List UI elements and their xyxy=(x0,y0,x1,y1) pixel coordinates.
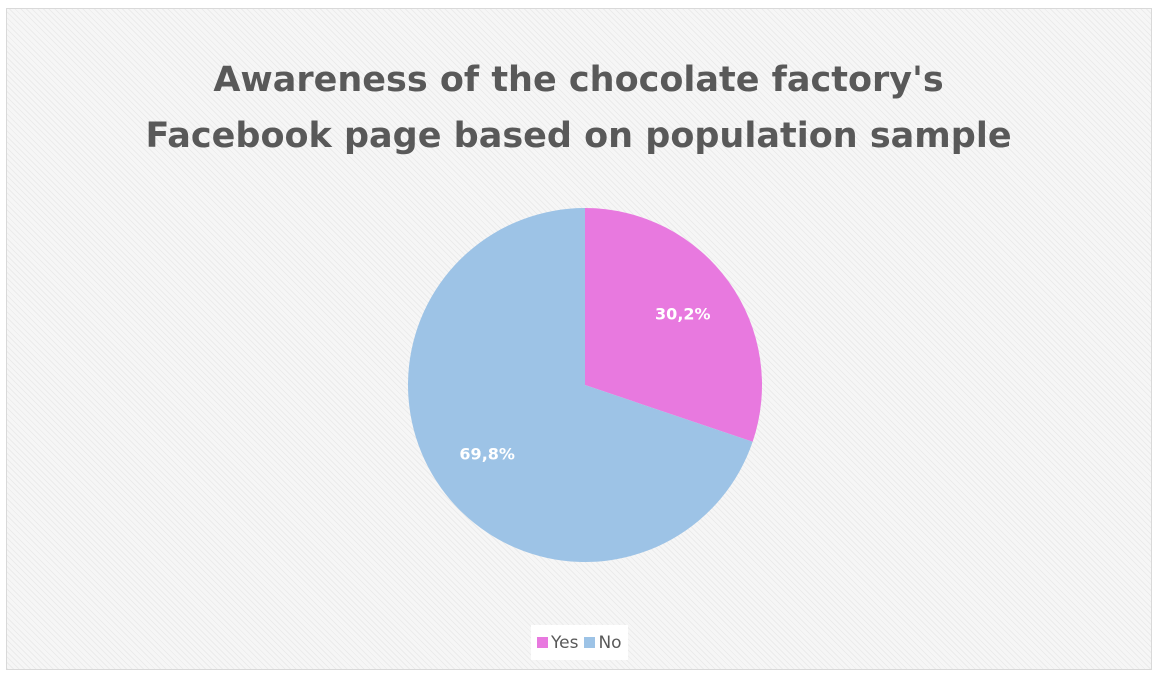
chart-title-line-2: Facebook page based on population sample xyxy=(145,116,1012,156)
pie-slice-no xyxy=(408,208,753,562)
legend-label-no: No xyxy=(598,632,622,653)
data-label-no: 69,8% xyxy=(459,445,515,464)
data-label-yes: 30,2% xyxy=(655,304,711,323)
chart-title: Awareness of the chocolate factory's Fac… xyxy=(0,52,1157,164)
legend-item-no: No xyxy=(584,632,622,653)
legend-label-yes: Yes xyxy=(551,632,579,653)
legend-swatch-no xyxy=(584,637,596,648)
chart-title-line-1: Awareness of the chocolate factory's xyxy=(213,60,944,100)
legend: Yes No xyxy=(531,625,628,660)
legend-item-yes: Yes xyxy=(537,633,578,653)
legend-swatch-yes xyxy=(537,637,548,648)
pie-slice-yes xyxy=(585,208,763,442)
